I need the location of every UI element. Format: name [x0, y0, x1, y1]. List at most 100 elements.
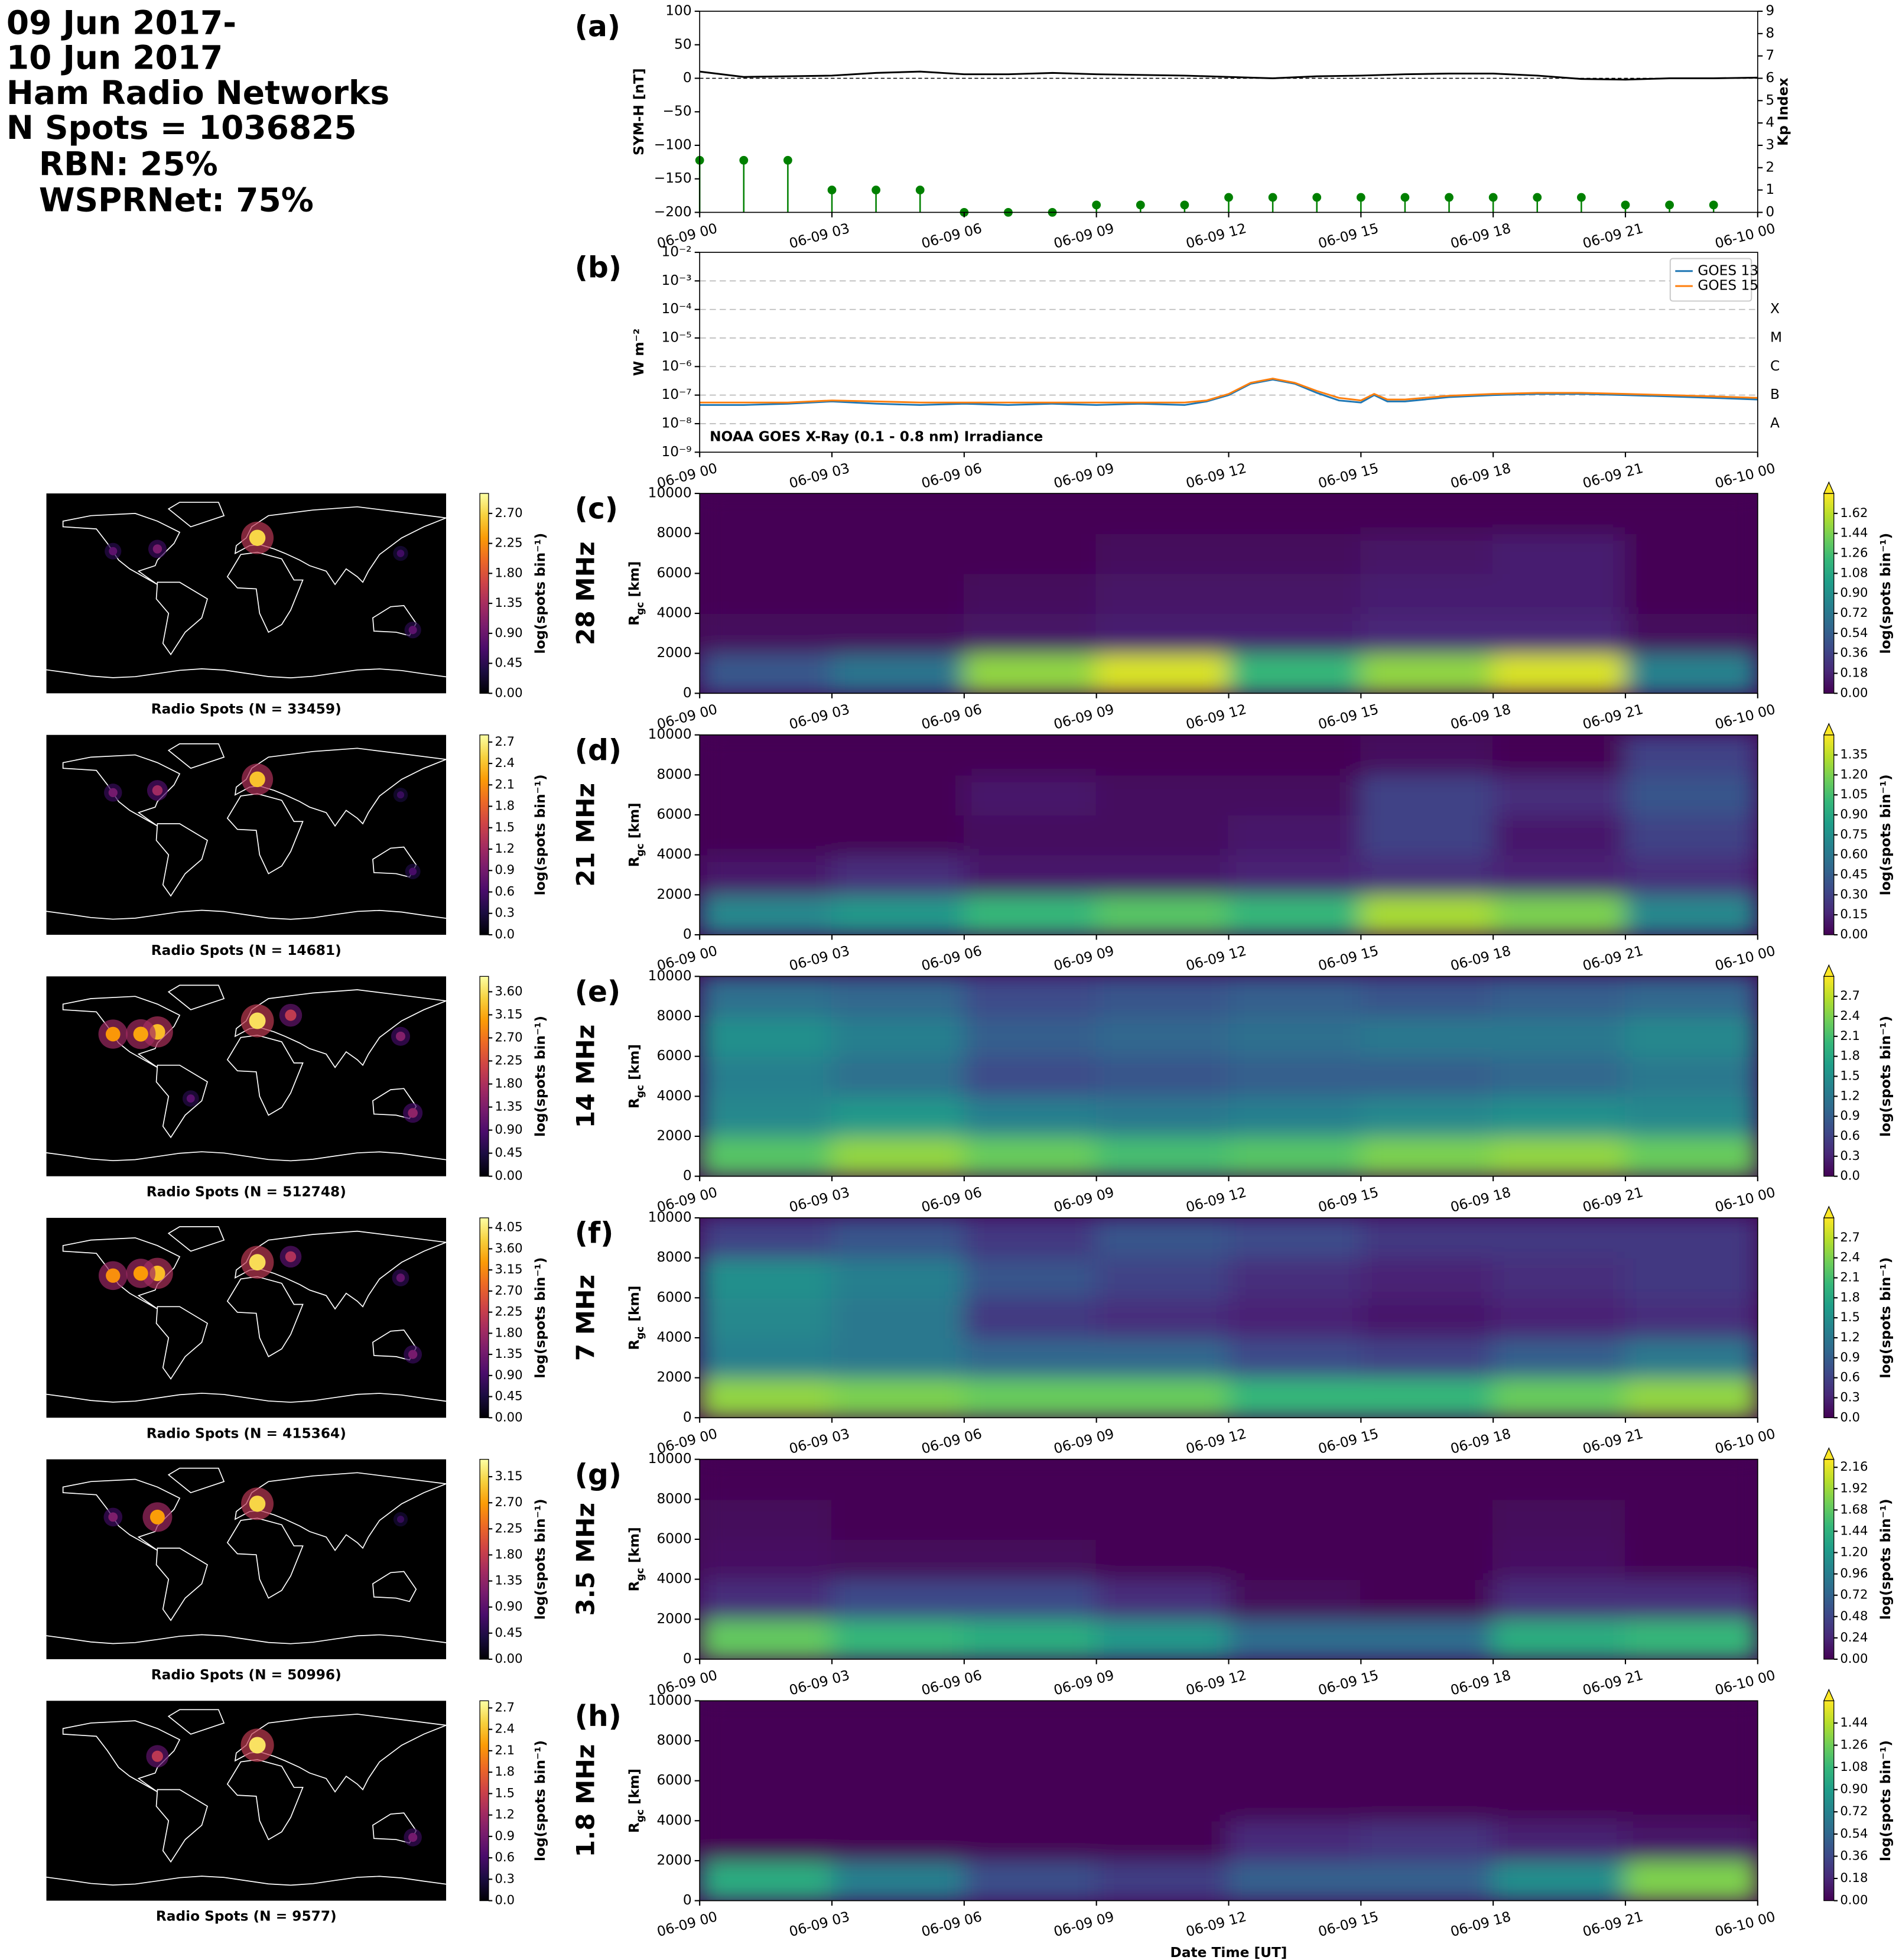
heatmap-cell	[1624, 1740, 1758, 1782]
heatmap-cell	[1228, 1618, 1362, 1659]
heatmap-cell	[1360, 1780, 1494, 1822]
spot-core	[109, 547, 118, 555]
heatmap-cell	[1228, 854, 1362, 896]
heatmap-cell	[700, 1578, 833, 1620]
heatmap-cell	[1228, 1377, 1362, 1418]
heatmap-cell	[1492, 1055, 1627, 1097]
colorbar	[1823, 1700, 1835, 1902]
heatmap-cell	[1228, 894, 1362, 935]
heatmap-cell	[1492, 573, 1627, 615]
stem-marker	[872, 186, 881, 194]
heatmap-cell	[1095, 1297, 1230, 1339]
colorbar-tick-label: 0.9	[1840, 1350, 1860, 1364]
colorbar-tick-label: 1.68	[1840, 1501, 1868, 1516]
heatmap-cell	[1492, 1860, 1627, 1901]
heatmap-cell	[1228, 1701, 1362, 1742]
heatmap-cell	[1228, 1538, 1362, 1580]
heatmap-cells	[700, 1701, 1758, 1901]
heatmap-cell	[1228, 1459, 1362, 1500]
heatmap-cell	[1360, 532, 1494, 574]
panel-label: (g)	[575, 1458, 622, 1491]
colorbar-tick-label: 1.35	[495, 1099, 522, 1114]
y-tick-label: −50	[663, 103, 692, 119]
heatmap-cell	[1492, 734, 1627, 776]
heatmap-cell	[1228, 1015, 1362, 1057]
coastline	[155, 581, 209, 656]
heatmap-cell	[1095, 1218, 1230, 1259]
stem-marker	[1400, 193, 1410, 202]
colorbar-tick-label: 1.5	[1840, 1309, 1860, 1324]
y-tick-label: 6000	[656, 1289, 691, 1305]
spot-core	[249, 1012, 266, 1029]
spot-core	[152, 544, 162, 554]
heatmap-cell	[1624, 1096, 1758, 1137]
y-tick-label: 10⁻²	[661, 244, 691, 260]
colorbar-tick-label: 2.1	[495, 776, 515, 791]
colorbar-label: log(spots bin⁻¹)	[532, 1257, 548, 1379]
network-share: WSPRNet: 75%	[39, 181, 314, 219]
heatmap-cell	[1095, 1377, 1230, 1418]
series-line	[700, 378, 1758, 406]
stem-marker	[915, 186, 925, 194]
y-tick-label: 4000	[656, 1088, 691, 1104]
y-tick-label: 0	[683, 1409, 692, 1425]
colorbar-tick-label: 0.15	[1840, 906, 1868, 921]
colorbar-tick-label: 1.92	[1840, 1480, 1868, 1495]
colorbar	[479, 1459, 489, 1660]
y-tick-label: 0	[1765, 204, 1774, 220]
heatmap-cell	[700, 1096, 833, 1137]
heatmap-cell	[1228, 652, 1362, 694]
heatmap-cell	[1360, 1618, 1494, 1659]
coastline	[46, 1634, 447, 1644]
class-label: M	[1770, 330, 1782, 346]
heatmap-cell	[1492, 1701, 1627, 1742]
colorbar-tick-label: 1.35	[1840, 747, 1868, 762]
class-label: X	[1770, 301, 1780, 317]
colorbar-label: log(spots bin⁻¹)	[532, 533, 548, 654]
colorbar-label: log(spots bin⁻¹)	[532, 774, 548, 895]
y-tick-label: 10⁻⁹	[661, 444, 691, 460]
colorbar-tick-label: 3.15	[495, 1262, 522, 1276]
y-tick-label: 10000	[648, 1210, 692, 1226]
heatmap-cell	[1492, 1578, 1627, 1620]
heatmap-cell	[1228, 734, 1362, 776]
spot-core	[396, 791, 405, 799]
coastline	[62, 996, 181, 1068]
heatmap-cell	[1095, 1055, 1230, 1097]
y-tick-label: 9	[1765, 3, 1774, 19]
y-tick-label: 3	[1765, 136, 1774, 152]
heatmap-cell	[1228, 1096, 1362, 1137]
spot-core	[408, 1108, 418, 1118]
heatmap-cell	[1228, 573, 1362, 615]
heatmap-cell	[963, 734, 1097, 776]
colorbar-tick-label: 0.3	[495, 905, 515, 920]
y-tick-label: 10000	[648, 968, 692, 984]
heatmap-cell	[1624, 814, 1758, 856]
spot-core	[152, 785, 163, 796]
heatmap-cell	[1492, 1218, 1627, 1259]
colorbar-tick-label: 0.3	[1840, 1148, 1860, 1163]
y-tick-label: 10⁻⁸	[661, 415, 691, 431]
colorbar-tick-label: 0.45	[495, 1145, 522, 1160]
colorbar-tick-label: 0.3	[1840, 1389, 1860, 1404]
heatmap-cell	[700, 1135, 833, 1176]
band-label: 7 MHz	[571, 1275, 600, 1361]
heatmap-cell	[700, 1618, 833, 1659]
panel-label: (f)	[575, 1217, 614, 1250]
heatmap-cell	[1624, 1218, 1758, 1259]
colorbar	[479, 1217, 489, 1418]
y-tick-label: −100	[654, 136, 692, 152]
colorbar-tick-label: 1.8	[1840, 1048, 1860, 1063]
heatmap-cell	[1228, 976, 1362, 1018]
colorbar-tick-label: 0.90	[1840, 807, 1868, 821]
stem-marker	[1092, 200, 1101, 210]
colorbar-tick-label: 0.6	[1840, 1128, 1860, 1143]
colorbar-tick-label: 0.00	[1840, 685, 1868, 700]
y-tick-label: 10000	[648, 1692, 692, 1708]
heatmap-cell	[831, 1618, 965, 1659]
colorbar-tick-label: 2.7	[1840, 988, 1860, 1003]
heatmap-cell	[1095, 1701, 1230, 1742]
colorbar-tick-label: 1.5	[495, 1785, 515, 1800]
y-tick-label: 8000	[656, 525, 691, 541]
stem-marker	[1576, 193, 1586, 202]
